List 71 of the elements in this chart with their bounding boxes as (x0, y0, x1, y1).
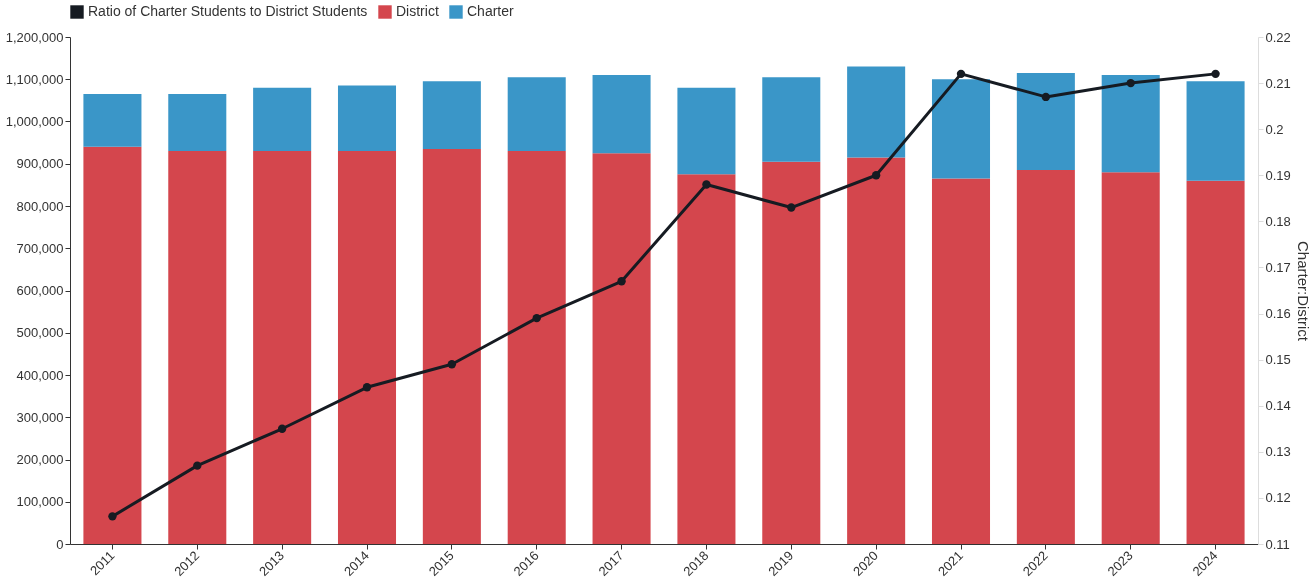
y-tick-label: 800,000 (16, 198, 64, 214)
y-tick-label: 700,000 (16, 240, 64, 256)
bar (1101, 75, 1160, 173)
y2-tick-label: 0.13 (1265, 444, 1291, 460)
y2-tick-label: 0.17 (1265, 259, 1291, 275)
point (108, 512, 117, 521)
bar (677, 174, 736, 544)
point (1126, 78, 1135, 88)
y2-tick-label: 0.22 (1265, 29, 1291, 45)
bar (1101, 172, 1160, 544)
y-tick-label: 1,200,000 (5, 29, 64, 45)
bar (592, 75, 651, 154)
point (193, 461, 202, 470)
bar (1186, 180, 1245, 544)
y2-tick-label: 0.18 (1265, 213, 1291, 229)
bar (507, 151, 566, 544)
bar (931, 79, 991, 179)
bar (337, 85, 397, 152)
bar (422, 148, 481, 544)
y-tick-label: 0 (56, 536, 64, 552)
bar (1186, 81, 1245, 181)
bar (931, 178, 991, 544)
y-tick-label: 500,000 (16, 325, 64, 341)
point (532, 313, 541, 323)
legend-label: Ratio of Charter Students to District Students (88, 3, 368, 19)
bar (168, 151, 227, 544)
y2-tick-label: 0.14 (1265, 398, 1291, 414)
bar (1016, 170, 1075, 544)
bar (83, 94, 142, 147)
point (362, 383, 372, 392)
point (956, 69, 966, 79)
legend-label: District (396, 3, 439, 19)
y-tick-label: 200,000 (16, 452, 64, 467)
bar (847, 66, 906, 158)
bar (847, 157, 906, 544)
bar (762, 161, 821, 544)
y2-tick-label: 0.15 (1265, 352, 1291, 368)
y-tick-label: 300,000 (16, 409, 64, 425)
bar (253, 87, 312, 152)
bar (168, 94, 227, 152)
y2-tick-label: 0.19 (1265, 167, 1291, 183)
point (871, 171, 881, 180)
bar (592, 153, 651, 544)
bar (83, 146, 142, 544)
y2-tick-label: 0.2 (1265, 121, 1284, 137)
point (447, 360, 457, 369)
y-tick-label: 1,100,000 (5, 71, 64, 87)
y2-tick-label: 0.21 (1265, 75, 1291, 91)
point (1211, 69, 1220, 79)
y2-tick-label: 0.12 (1265, 490, 1291, 506)
point (617, 277, 626, 286)
bar (337, 151, 397, 544)
y2-tick-label: 0.16 (1265, 306, 1291, 322)
y-tick-label: 600,000 (16, 283, 64, 298)
y-tick-label: 1,000,000 (5, 114, 64, 129)
point (277, 424, 287, 433)
bar (1016, 72, 1075, 171)
point (787, 203, 796, 212)
bar (422, 81, 481, 149)
y-tick-label: 900,000 (16, 156, 64, 172)
bar (253, 151, 312, 544)
bar (507, 77, 566, 152)
y2-tick-label: 0.11 (1265, 536, 1290, 552)
point (702, 180, 711, 189)
legend-label: Charter (467, 3, 515, 19)
y2-axis-title: Charter:District (1294, 240, 1312, 342)
point (1041, 92, 1051, 102)
bar (762, 77, 821, 162)
y-tick-label: 400,000 (16, 367, 64, 383)
y-tick-label: 100,000 (16, 494, 64, 510)
bar (677, 87, 736, 175)
